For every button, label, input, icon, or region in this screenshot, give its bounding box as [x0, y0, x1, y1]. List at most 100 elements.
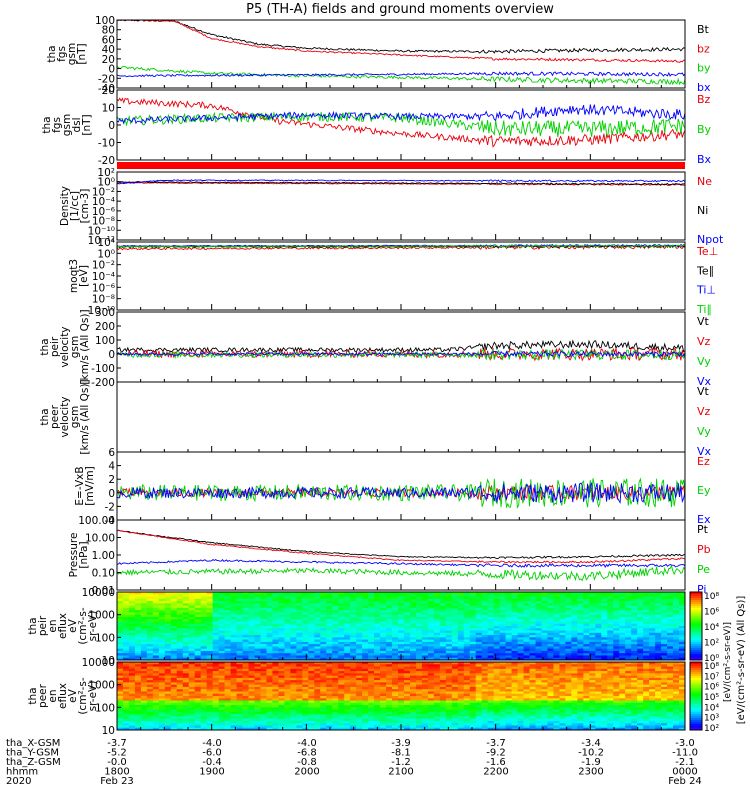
spectrogram-cell: [415, 693, 423, 697]
spectrogram-cell: [266, 632, 273, 636]
spectrogram-cell: [194, 677, 202, 681]
spectrogram-cell: [529, 639, 537, 643]
spectrogram-cell: [128, 646, 136, 650]
spectrogram-cell: [290, 691, 297, 695]
spectrogram-cell: [326, 594, 333, 598]
spectrogram-cell: [451, 653, 459, 656]
spectrogram-cell: [266, 657, 273, 661]
spectrogram-cell: [170, 720, 178, 724]
spectrogram-cell: [242, 684, 250, 688]
spectrogram-cell: [421, 644, 429, 647]
spectrogram-cell: [541, 605, 548, 609]
spectrogram-cell: [117, 727, 124, 731]
spectrogram-cell: [595, 630, 602, 634]
spectrogram-cell: [362, 626, 369, 629]
spectrogram-cell: [547, 603, 554, 607]
spectrogram-cell: [146, 601, 154, 604]
spectrogram-cell: [164, 635, 172, 638]
spectrogram-cell: [248, 702, 256, 706]
spectrogram-cell: [505, 598, 513, 602]
spectrogram-cell: [475, 594, 483, 598]
spectrogram-cell: [505, 612, 513, 616]
spectrogram-cell: [601, 628, 608, 632]
spectrogram-cell: [421, 727, 429, 731]
spectrogram-cell: [577, 628, 584, 632]
spectrogram-cell: [403, 723, 411, 726]
spectrogram-cell: [182, 592, 190, 595]
spectrogram-cell: [182, 671, 190, 674]
spectrogram-cell: [206, 639, 214, 643]
spectrogram-cell: [170, 614, 178, 618]
spectrogram-cell: [356, 711, 363, 715]
spectrogram-cell: [631, 614, 638, 618]
spectrogram-cell: [170, 723, 178, 726]
spectrogram-cell: [338, 686, 345, 690]
spectrogram-cell: [158, 628, 166, 632]
spectrogram-cell: [272, 720, 279, 724]
spectrogram-cell: [415, 637, 423, 641]
spectrogram-cell: [380, 594, 387, 598]
spectrogram-cell: [613, 619, 620, 622]
spectrogram-cell: [398, 664, 405, 668]
spectrogram-cell: [392, 603, 399, 607]
spectrogram-cell: [230, 594, 238, 598]
spectrogram-cell: [296, 682, 303, 686]
spectrogram-cell: [128, 655, 136, 659]
spectrogram-cell: [176, 598, 184, 602]
spectrogram-cell: [463, 596, 471, 600]
spectrogram-cell: [326, 675, 333, 679]
spectrogram-cell: [667, 657, 674, 661]
spectrogram-cell: [260, 655, 267, 659]
spectrogram-cell: [499, 646, 507, 650]
spectrogram-cell: [451, 664, 459, 668]
spectrogram-cell: [398, 668, 405, 672]
series-line-by: [116, 65, 686, 86]
spectrogram-cell: [260, 612, 267, 616]
spectrogram-cell: [649, 594, 656, 598]
spectrogram-cell: [182, 612, 190, 616]
spectrogram-cell: [469, 605, 477, 609]
spectrogram-cell: [403, 696, 411, 699]
spectrogram-cell: [374, 709, 381, 713]
spectrogram-cell: [511, 650, 519, 654]
spectrogram-cell: [451, 718, 459, 722]
y-tick-label: 1.00: [92, 550, 115, 562]
spectrogram-cell: [529, 648, 537, 652]
spectrogram-cell: [619, 592, 626, 595]
spectrogram-cell: [308, 664, 315, 668]
spectrogram-cell: [278, 648, 285, 652]
spectrogram-cell: [368, 657, 375, 661]
spectrogram-cell: [344, 698, 351, 702]
spectrogram-cell: [547, 610, 554, 613]
spectrogram-cell: [242, 675, 250, 679]
spectrogram-cell: [332, 662, 339, 665]
spectrogram-cell: [170, 623, 178, 627]
spectrogram-cell: [679, 626, 686, 629]
spectrogram-cell: [433, 632, 441, 636]
spectrogram-cell: [571, 605, 578, 609]
spectrogram-cell: [164, 623, 172, 627]
spectrogram-cell: [230, 693, 238, 697]
spectrogram-cell: [266, 700, 273, 704]
spectrogram-cell: [242, 714, 250, 717]
spectrogram-cell: [266, 644, 273, 647]
spectrogram-cell: [469, 657, 477, 661]
spectrogram-cell: [433, 592, 441, 595]
spectrogram-cell: [445, 716, 453, 720]
spectrogram-cell: [553, 653, 560, 656]
spectrogram-cell: [308, 610, 315, 613]
spectrogram-cell: [308, 696, 315, 699]
spectrogram-cell: [272, 614, 279, 618]
spectrogram-cell: [368, 664, 375, 668]
spectrogram-cell: [338, 664, 345, 668]
spectrogram-cell: [362, 637, 369, 641]
spectrogram-cell: [380, 689, 387, 692]
spectrogram-cell: [236, 725, 244, 729]
spectrogram-cell: [409, 668, 417, 672]
spectrogram-cell: [356, 686, 363, 690]
spectrogram-cell: [350, 666, 357, 670]
spectrogram-cell: [475, 601, 483, 604]
spectrogram-cell: [637, 601, 644, 604]
spectrogram-cell: [266, 653, 273, 656]
spectrogram-cell: [122, 716, 130, 720]
